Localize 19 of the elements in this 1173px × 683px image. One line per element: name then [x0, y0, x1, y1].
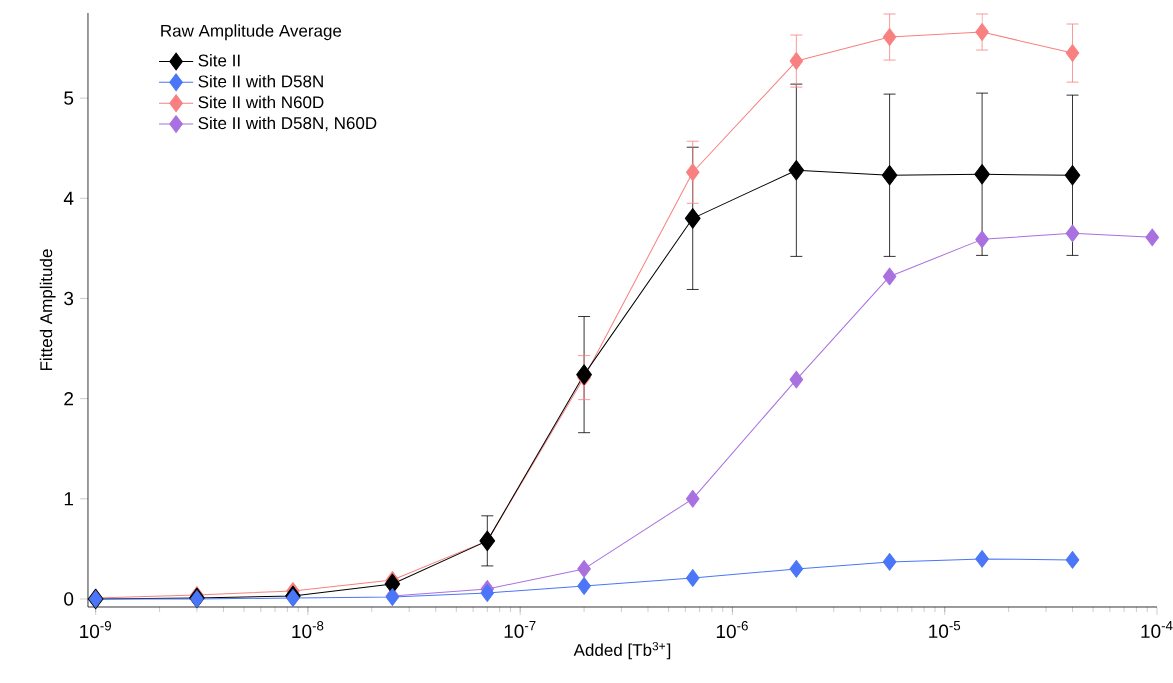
x-tick-label: 10$^{-6}$ — [716, 621, 748, 639]
y-tick-label: 1 — [64, 492, 74, 506]
legend-label: Site II with N60D — [198, 95, 324, 109]
y-tick-label: 2 — [64, 392, 74, 406]
x-tick-label: 10$^{-7}$ — [504, 621, 536, 639]
y-tick-label: 0 — [64, 592, 74, 606]
x-tick-label: 10$^{-4}$ — [1141, 621, 1173, 639]
legend-label: Site II with D58N, N60D — [198, 116, 377, 132]
legend-label: Site II — [198, 54, 240, 67]
x-axis-title: Added [Tb$^{3+}$] — [573, 641, 671, 660]
x-tick-label: 10$^{-9}$ — [80, 621, 112, 639]
y-tick-label: 3 — [64, 291, 74, 306]
legend-label: Site II with D58N — [198, 74, 323, 88]
y-tick-label: 5 — [64, 91, 74, 105]
y-axis-title: Fitted Amplitude — [39, 249, 56, 371]
x-tick-label: 10$^{-8}$ — [292, 621, 324, 639]
y-tick-label: 4 — [63, 191, 74, 205]
legend-title: Raw Amplitude Average — [161, 24, 342, 41]
x-tick-label: 10$^{-5}$ — [929, 621, 961, 639]
